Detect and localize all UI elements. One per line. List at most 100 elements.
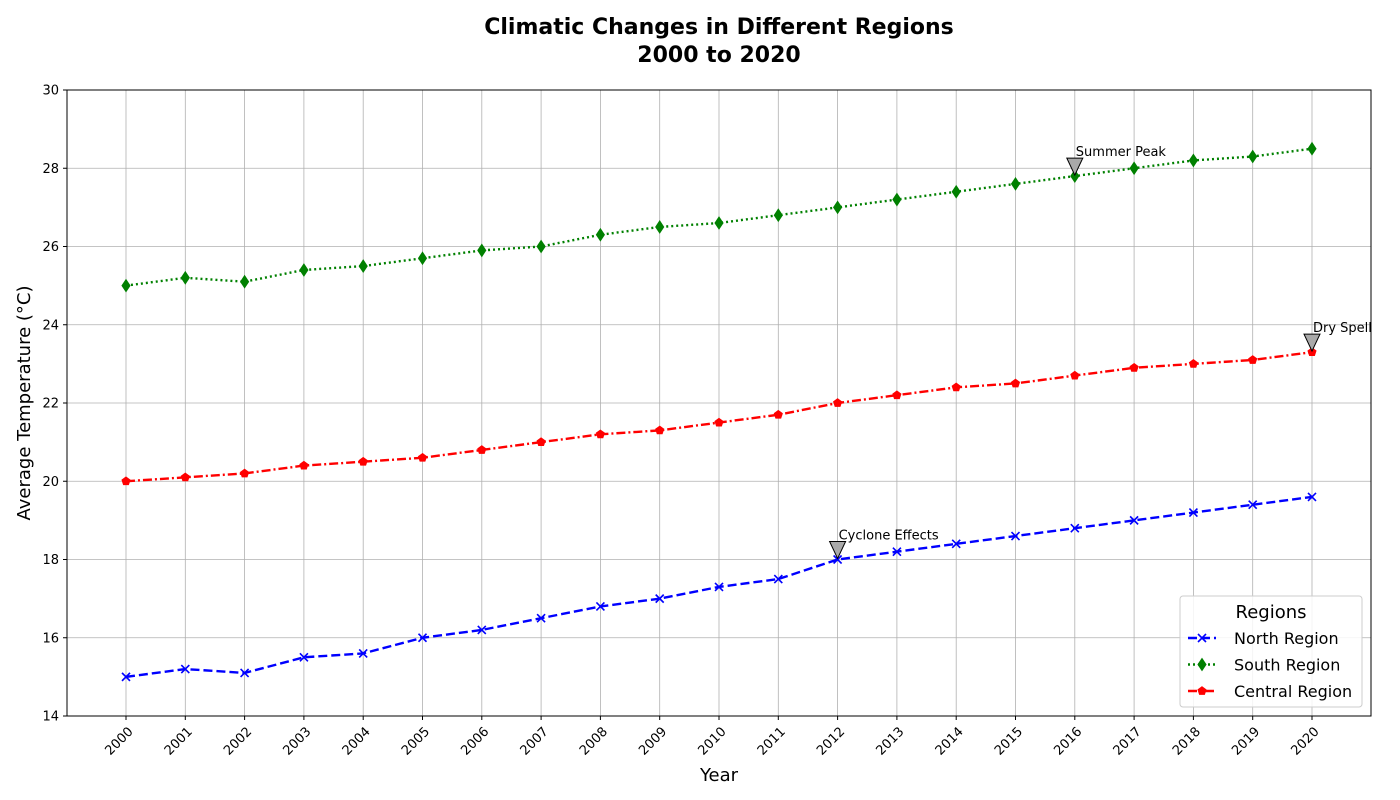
data-point-south-region — [358, 259, 368, 273]
series-line-south-region — [125, 147, 1313, 287]
data-point-central-region — [1188, 359, 1198, 368]
marker-stroke — [477, 625, 487, 635]
marker-stroke — [1129, 515, 1139, 525]
data-point-south-region — [1010, 176, 1021, 191]
data-point-north-region — [773, 574, 783, 584]
data-point-central-region — [358, 456, 368, 466]
annotation: Dry Spell — [1303, 321, 1372, 353]
legend-swatch-marker — [1197, 633, 1207, 643]
marker-stroke — [595, 601, 605, 612]
x-tick-label: 2006 — [458, 725, 492, 759]
x-tick-label: 2013 — [873, 725, 907, 759]
data-point-central-region — [180, 472, 190, 482]
chart-subtitle: 2000 to 2020 — [637, 43, 800, 68]
legend: Regions North Region South Region Central … — [1179, 595, 1363, 708]
legend-item: Central Region — [1188, 682, 1352, 701]
data-point-central-region — [417, 452, 428, 462]
x-tick-label: 2009 — [636, 725, 670, 759]
data-point-north-region — [417, 633, 428, 643]
data-point-north-region — [121, 672, 131, 682]
marker-stroke — [714, 582, 724, 592]
x-tick-label: 2011 — [755, 725, 789, 759]
marker-stroke — [180, 664, 190, 674]
x-tick-label: 2017 — [1111, 725, 1145, 759]
data-point-north-region — [1248, 500, 1258, 510]
data-point-south-region — [417, 251, 428, 266]
x-axis-label: Year — [699, 765, 739, 786]
data-point-south-region — [1188, 153, 1199, 168]
data-point-south-region — [180, 270, 190, 285]
y-tick-label: 18 — [42, 553, 59, 568]
x-tick-label: 2004 — [340, 725, 374, 759]
marker-stroke — [951, 539, 961, 549]
data-point-north-region — [1307, 492, 1317, 502]
data-point-south-region — [1248, 149, 1258, 164]
marker-stroke — [1248, 500, 1258, 510]
legend-title: Regions — [1236, 602, 1307, 623]
x-tick-label: 2016 — [1051, 725, 1085, 759]
x-tick-label: 2007 — [518, 725, 552, 759]
data-point-south-region — [951, 184, 961, 199]
y-axis-label: Average Temperature (°C) — [14, 286, 35, 521]
x-tick-label: 2020 — [1289, 725, 1323, 759]
data-point-south-region — [773, 208, 783, 223]
annotation: Cyclone Effects — [828, 529, 939, 560]
annotation: Summer Peak — [1066, 145, 1167, 177]
data-point-north-region — [240, 668, 250, 678]
data-point-central-region — [1070, 370, 1080, 380]
annotation-label: Summer Peak — [1076, 145, 1167, 160]
data-point-central-region — [892, 390, 902, 400]
data-point-south-region — [892, 192, 902, 207]
marker-stroke — [1070, 523, 1080, 533]
marker-stroke — [536, 613, 546, 623]
data-point-north-region — [1010, 531, 1021, 541]
annotation-arrow — [1066, 157, 1084, 177]
marker-stroke — [358, 648, 368, 658]
marker-stroke — [1188, 507, 1198, 518]
legend-box — [1179, 595, 1363, 708]
y-tick-label: 14 — [42, 710, 59, 725]
marker-stroke — [299, 652, 309, 662]
legend-label: North Region — [1234, 629, 1339, 648]
x-tick-label: 2002 — [221, 725, 255, 759]
data-point-central-region — [714, 417, 724, 427]
legend-item: North Region — [1188, 629, 1339, 648]
chart-title: Climatic Changes in Different Regions — [484, 15, 954, 40]
x-tick-label: 2008 — [577, 725, 611, 759]
data-point-north-region — [655, 594, 665, 604]
annotations: Summer Peak Dry Spell Cyclone Effects — [828, 145, 1372, 560]
x-tick-label: 2003 — [280, 725, 314, 759]
x-tick-label: 2000 — [103, 725, 137, 759]
y-tick-label: 16 — [42, 631, 59, 646]
marker-stroke — [773, 574, 783, 584]
data-point-south-region — [299, 263, 309, 277]
data-point-north-region — [358, 648, 368, 658]
data-point-south-region — [832, 200, 843, 215]
marker-stroke — [417, 633, 428, 643]
x-tick-label: 2015 — [992, 725, 1026, 759]
marker-stroke — [1307, 492, 1317, 502]
data-point-north-region — [299, 652, 309, 662]
data-point-north-region — [595, 601, 605, 612]
data-point-south-region — [536, 239, 546, 254]
marker-stroke — [240, 668, 250, 678]
data-point-south-region — [595, 227, 606, 242]
marker-stroke — [892, 547, 902, 557]
data-point-north-region — [180, 664, 190, 674]
data-point-central-region — [595, 429, 605, 439]
data-point-central-region — [951, 382, 961, 392]
marker-stroke — [1197, 633, 1207, 643]
data-point-north-region — [1188, 507, 1198, 518]
legend-label: South Region — [1234, 656, 1340, 675]
x-tick-label: 2005 — [399, 725, 433, 759]
legend-items: North Region South Region Central Region — [1188, 629, 1352, 701]
x-tick-label: 2014 — [933, 725, 967, 759]
x-tick-label: 2018 — [1170, 725, 1204, 759]
annotation-arrow — [1303, 333, 1321, 353]
annotation-label: Cyclone Effects — [839, 529, 939, 544]
data-point-central-region — [1010, 378, 1021, 388]
data-point-central-region — [1129, 362, 1139, 372]
series-south-region — [121, 141, 1317, 293]
legend-swatch-marker — [1197, 657, 1207, 672]
